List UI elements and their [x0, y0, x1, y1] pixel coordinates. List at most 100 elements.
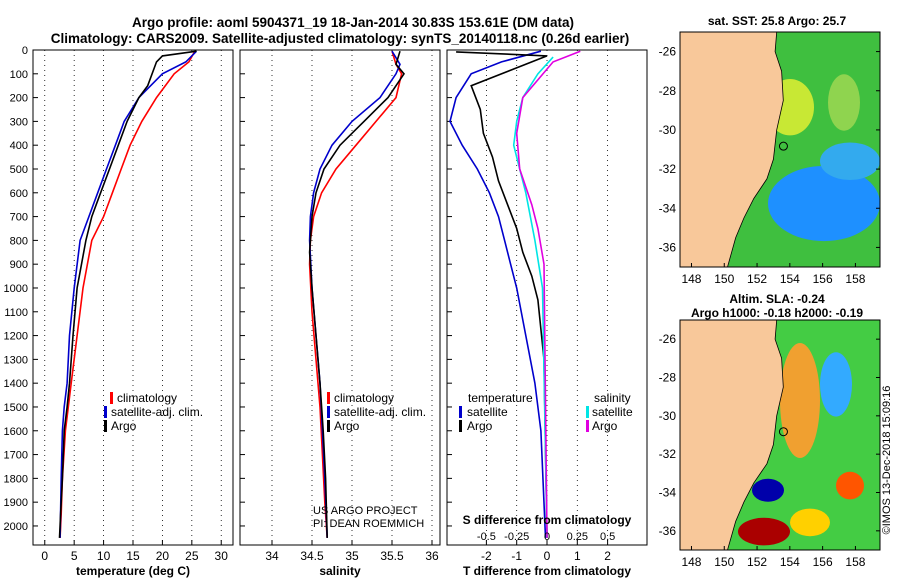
x-tick-label: 0 [544, 549, 551, 563]
y-tick-label: -34 [659, 486, 677, 500]
y-tick-label: 1000 [4, 283, 28, 295]
x-tick-label: 34 [265, 549, 279, 563]
salinity-legend: climatology satellite-adj. clim. Argo US… [313, 391, 426, 530]
x-tick-label: 35 [345, 549, 359, 563]
map-frame [679, 319, 881, 551]
y-tick-label: 1600 [4, 426, 28, 438]
x-tick-label-top: 0.25 [567, 531, 588, 543]
series-line-salinity-satellite [512, 56, 554, 538]
y-tick-label: 100 [10, 69, 28, 81]
legend-swatch-temp-satellite [459, 406, 462, 418]
legend-label-temp-satellite: satellite [467, 405, 508, 419]
legend-swatch-climatology [327, 392, 330, 404]
coastline [727, 31, 784, 268]
y-tick-label: 2000 [4, 521, 28, 533]
y-tick-label: 500 [10, 164, 28, 176]
legend-label-satellite: satellite-adj. clim. [111, 405, 203, 419]
y-tick-label: -36 [659, 240, 677, 254]
legend-swatch-satellite [104, 406, 107, 418]
y-tick-label: -28 [659, 84, 677, 98]
legend-swatch-satellite [327, 406, 330, 418]
x-tick-label: 25 [185, 549, 199, 563]
legend-title-salinity: salinity [594, 391, 631, 405]
x-tick-label-top: -0.5 [477, 531, 496, 543]
x-tick-label: 156 [813, 272, 833, 286]
legend-label-climatology: climatology [334, 391, 394, 405]
y-tick-label: 900 [10, 259, 28, 271]
x-axis-label-top: S difference from climatology [463, 513, 632, 527]
high-sla-eddy [790, 508, 830, 537]
x-tick-label-top: 0 [544, 531, 550, 543]
x-tick-label: 2 [604, 549, 611, 563]
salinity-panel-frame [239, 49, 441, 546]
temperature-legend: climatology satellite-adj. clim. Argo [104, 391, 203, 433]
y-tick-label: 1800 [4, 473, 28, 485]
y-tick-label: 700 [10, 212, 28, 224]
y-tick-label: 600 [10, 188, 28, 200]
series-line-salinity-argo [515, 50, 581, 538]
cool-water-patch [768, 165, 880, 242]
y-tick-label: -36 [659, 524, 677, 538]
x-tick-label: -1 [511, 549, 522, 563]
salinity-chart: 34 34.5 35 35.5 36 salinity [240, 49, 439, 578]
series-line-argo [308, 50, 406, 538]
difference-panel-frame [446, 49, 648, 546]
legend-label-sal-argo: Argo [592, 419, 618, 433]
header-title-line1: Argo profile: aoml 5904371_19 18-Jan-201… [132, 15, 574, 30]
legend-label-satellite: satellite-adj. clim. [334, 405, 426, 419]
project-credit: US ARGO PROJECT [313, 505, 418, 517]
y-tick-label: 1500 [4, 402, 28, 414]
x-tick-label: 150 [714, 272, 734, 286]
temperature-chart: 0 5 10 15 20 25 300100200300400500600700800900… [4, 45, 229, 578]
difference-legend: temperature satellite Argo salinity sate… [459, 391, 633, 433]
legend-swatch-climatology [110, 392, 113, 404]
y-tick-label: -28 [659, 371, 677, 385]
y-tick-label: 1200 [4, 331, 28, 343]
low-sla-eddy [820, 352, 852, 417]
legend-label-temp-argo: Argo [467, 419, 493, 433]
y-tick-label: 800 [10, 235, 28, 247]
high-sla-eddy [780, 343, 820, 458]
x-tick-label: 0 [41, 549, 48, 563]
sla-map: -26 -28 -30 -32 -34 -36 148 150 152 154 156 158 [659, 319, 881, 569]
series-line-argo [58, 50, 197, 538]
y-tick-label: -34 [659, 201, 677, 215]
x-tick-label: 148 [681, 555, 701, 569]
sst-map-title: sat. SST: 25.8 Argo: 25.7 [708, 14, 847, 28]
coastline [727, 319, 784, 551]
legend-swatch-sal-satellite [586, 406, 589, 418]
y-tick-label: 1300 [4, 354, 28, 366]
argo-location-marker [778, 141, 788, 151]
y-tick-label: 1400 [4, 378, 28, 390]
x-tick-label: 5 [71, 549, 78, 563]
x-tick-label: 158 [845, 555, 865, 569]
land-australia [680, 320, 784, 550]
low-sla-eddy [752, 478, 784, 502]
series-line-climatology [59, 50, 196, 538]
series-line-temperature-satellite [449, 50, 547, 538]
x-tick-label-top: -0.25 [504, 531, 529, 543]
legend-label-climatology: climatology [117, 391, 177, 405]
difference-chart: -2 -1 0 1 2T difference from climatology S di… [447, 49, 632, 578]
y-tick-label: 200 [10, 93, 28, 105]
legend-swatch-temp-argo [459, 420, 462, 432]
y-tick-label: 0 [22, 45, 28, 57]
legend-title-temperature: temperature [468, 391, 533, 405]
x-tick-label: 152 [747, 272, 767, 286]
high-sla-eddy [738, 517, 790, 546]
legend-swatch-argo [327, 420, 330, 432]
x-tick-label: 36 [425, 549, 439, 563]
x-tick-label: 152 [747, 555, 767, 569]
y-tick-label: -26 [659, 45, 677, 59]
legend-label-argo: Argo [111, 419, 137, 433]
x-tick-label: 34.5 [300, 549, 324, 563]
x-tick-label: 156 [813, 555, 833, 569]
x-tick-label-top: 0.5 [600, 531, 615, 543]
y-tick-label: 300 [10, 116, 28, 128]
sla-map-title: Altim. SLA: -0.24 [729, 292, 825, 306]
header-title-line2: Climatology: CARS2009. Satellite-adjuste… [51, 31, 629, 46]
warm-water-patch [828, 74, 860, 131]
x-tick-label: 35.5 [380, 549, 404, 563]
y-tick-label: 1100 [4, 307, 28, 319]
